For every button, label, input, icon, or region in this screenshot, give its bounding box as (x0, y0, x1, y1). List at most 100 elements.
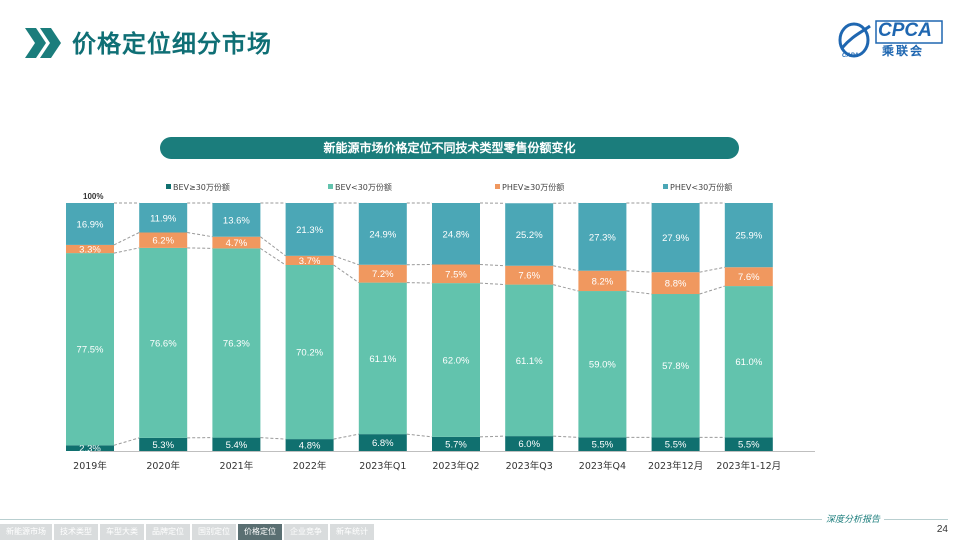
data-label: 4.8% (299, 441, 321, 452)
data-label: 77.5% (77, 345, 104, 356)
data-label: 62.0% (443, 355, 470, 366)
data-label: 5.5% (592, 440, 614, 451)
connector-line (699, 285, 725, 295)
bar-segment (505, 265, 554, 285)
y-top-label: 100% (83, 192, 103, 201)
connector-line (333, 255, 359, 266)
bar-segment (651, 272, 700, 295)
connector-line (699, 266, 725, 273)
data-label: 59.0% (589, 360, 616, 371)
connector-line (260, 236, 286, 257)
data-label: 25.9% (735, 231, 762, 242)
bar-segment (285, 439, 334, 451)
connector-line (333, 433, 359, 440)
data-label: 7.2% (372, 269, 394, 280)
connector-line (553, 435, 579, 438)
data-label: 24.8% (443, 229, 470, 240)
connector-line (260, 437, 286, 440)
nav-tab-4[interactable]: 国别定位 (192, 524, 236, 540)
page-number: 24 (936, 524, 948, 535)
data-label: 70.2% (296, 348, 323, 359)
data-label: 5.5% (665, 440, 687, 451)
data-label: 24.9% (369, 229, 396, 240)
bar-segment (578, 291, 627, 438)
connector-line (113, 232, 140, 246)
bar-segment (212, 236, 261, 249)
bar-segment (212, 203, 261, 237)
data-label: 21.3% (296, 225, 323, 236)
legend-label-3: PHEV<30万份额 (670, 182, 732, 192)
nav-tab-0[interactable]: 新能源市场 (0, 524, 52, 540)
bar-segment (139, 232, 188, 248)
data-label: 7.6% (518, 271, 540, 282)
bar-segment (212, 437, 261, 451)
nav-tab-7[interactable]: 新车统计 (330, 524, 374, 540)
bar-segment (66, 445, 114, 451)
bar-segment (212, 248, 261, 438)
bar-segment (578, 203, 627, 271)
bar-segment (432, 264, 480, 284)
section-nav: 新能源市场 技术类型 车型大类 品牌定位 国别定位 价格定位 企业竞争 新车统计 (0, 524, 376, 540)
data-label: 5.5% (738, 440, 760, 451)
connector-line (479, 435, 506, 438)
chart-title: 新能源市场价格定位不同技术类型零售份额变化 (160, 137, 739, 159)
data-label: 5.3% (152, 440, 174, 451)
data-label: 6.2% (152, 236, 174, 247)
data-label: 8.8% (665, 279, 687, 290)
connector-line (553, 265, 579, 272)
data-label: 25.2% (516, 230, 543, 241)
bar-segment (285, 203, 334, 256)
bar-segment (724, 267, 773, 287)
connector-line (187, 232, 213, 238)
nav-tab-1[interactable]: 技术类型 (54, 524, 98, 540)
connector-line (333, 264, 360, 284)
data-label: 6.8% (372, 438, 394, 449)
data-label: 2.3% (79, 444, 101, 455)
legend-swatch-0 (166, 184, 171, 189)
x-tick-label: 2023年Q1 (359, 460, 406, 472)
data-label: 8.2% (592, 276, 614, 287)
nav-tab-5[interactable]: 价格定位 (238, 524, 282, 540)
legend-label-0: BEV≥30万份额 (173, 182, 230, 192)
bar-segment (578, 270, 627, 292)
logo-sub: 乘联会 (882, 44, 925, 58)
bar-segment (358, 264, 407, 283)
bar-segment (358, 434, 407, 451)
bar-segment (724, 203, 773, 268)
data-label: 3.7% (299, 256, 321, 267)
data-label: 5.4% (226, 440, 248, 451)
bar-segment (139, 437, 188, 451)
bar-segment (66, 253, 114, 446)
legend-swatch-1 (328, 184, 333, 189)
legend-label-1: BEV<30万份额 (335, 182, 392, 192)
x-tick-label: 2019年 (73, 460, 107, 472)
data-label: 57.8% (662, 361, 689, 372)
nav-tab-2[interactable]: 车型大类 (100, 524, 144, 540)
data-label: 4.7% (226, 238, 248, 249)
legend-label-2: PHEV≥30万份额 (502, 182, 564, 192)
data-label: 76.6% (150, 338, 177, 349)
bar-segment (285, 255, 334, 265)
connector-line (113, 247, 140, 254)
data-label: 16.9% (77, 219, 104, 230)
bar-segment (432, 283, 480, 437)
bar-segment (505, 436, 554, 451)
bar-segment (651, 203, 700, 273)
x-tick-label: 2023年Q2 (432, 460, 479, 472)
bar-segment (66, 203, 114, 245)
bar-segment (285, 265, 334, 440)
nav-tab-3[interactable]: 品牌定位 (146, 524, 190, 540)
bar-segment (139, 203, 188, 233)
connector-line (626, 270, 652, 273)
cpca-logo-icon (838, 20, 943, 58)
data-label: 5.7% (445, 439, 467, 450)
x-tick-label: 2023年Q3 (506, 460, 553, 472)
nav-tab-6[interactable]: 企业竞争 (284, 524, 328, 540)
x-tick-label: 2023年Q4 (579, 460, 626, 472)
data-label: 13.6% (223, 215, 250, 226)
logo-text: CPCA (878, 20, 932, 41)
x-tick-label: 2023年12月 (648, 460, 703, 472)
bar-segment (505, 203, 554, 266)
data-label: 7.6% (738, 272, 760, 283)
